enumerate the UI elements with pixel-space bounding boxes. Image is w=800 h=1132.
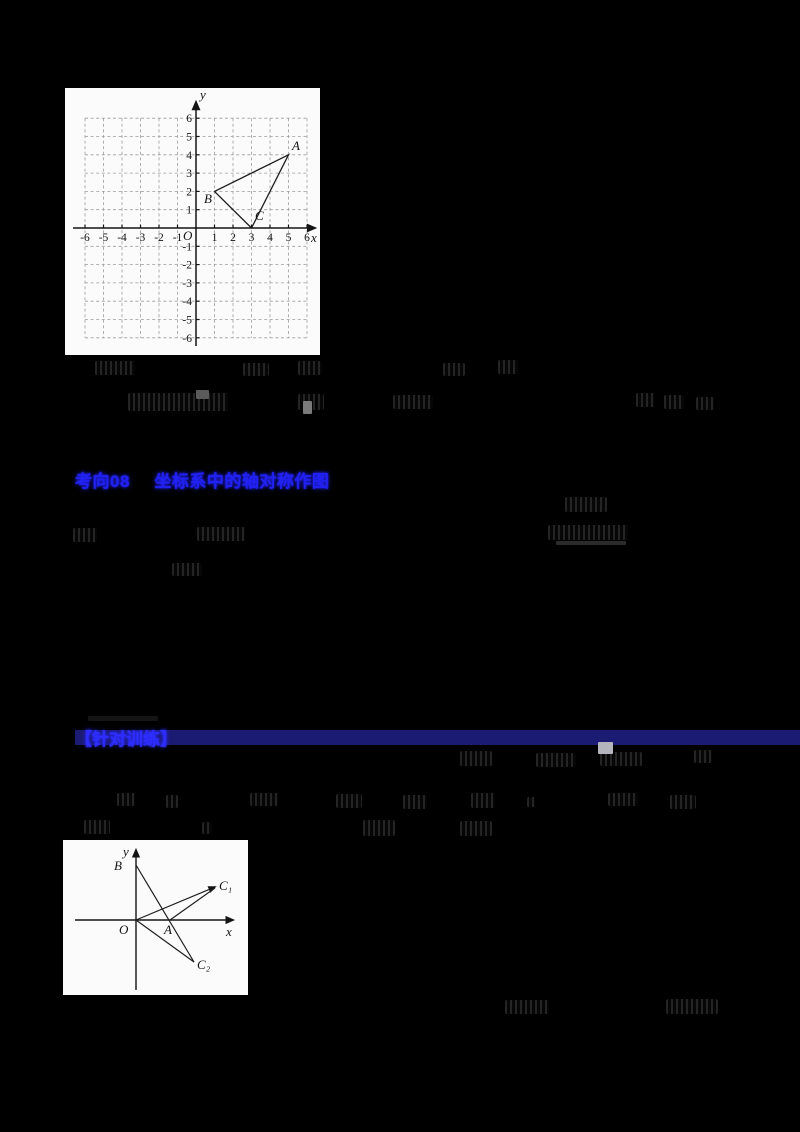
- x-tick-label: -1: [173, 232, 183, 244]
- x-tick-label: -4: [117, 232, 127, 244]
- illegible-text-fragment: [670, 795, 696, 809]
- illegible-text-fragment: [298, 361, 322, 375]
- y-tick-label: -6: [182, 333, 192, 345]
- illegible-text-fragment: [202, 822, 212, 834]
- illegible-text-fragment: [505, 1000, 549, 1014]
- illegible-text-fragment: [243, 363, 269, 376]
- illegible-text-fragment: [460, 751, 492, 766]
- y-tick-label: -4: [182, 296, 192, 308]
- illegible-text-fragment: [403, 795, 427, 809]
- origin-label: O: [183, 228, 193, 243]
- y-tick-label: 4: [186, 150, 192, 162]
- x-tick-label: 4: [267, 232, 273, 244]
- illegible-text-fragment: [460, 821, 492, 836]
- illegible-text-fragment: [166, 795, 178, 808]
- scan-speck: [196, 390, 209, 399]
- scan-speck: [88, 716, 158, 721]
- y-tick-label: -5: [182, 315, 192, 327]
- illegible-text-fragment: [250, 793, 278, 806]
- topic-heading: 考向08 坐标系中的轴对称作图: [75, 467, 329, 492]
- illegible-text-fragment: [664, 395, 684, 409]
- x-tick-label: 6: [304, 232, 310, 244]
- illegible-text-fragment: [336, 794, 362, 808]
- segment-o-c1: [135, 886, 217, 921]
- segment-b-a-c2: [135, 864, 195, 963]
- y-tick-label: -1: [182, 241, 192, 253]
- illegible-text-fragment: [694, 750, 712, 763]
- illegible-text-fragment: [600, 752, 642, 766]
- illegible-text-fragment: [696, 397, 714, 410]
- y-axis-label: y: [121, 844, 129, 859]
- segment-a-c1: [169, 887, 216, 921]
- y-tick-label: 3: [186, 168, 192, 180]
- illegible-text-fragment: [84, 820, 110, 834]
- illegible-text-fragment: [636, 393, 654, 407]
- x-tick-label: 1: [212, 232, 218, 244]
- vertex-b-label: B: [204, 191, 212, 206]
- illegible-text-fragment: [172, 563, 202, 576]
- x-tick-label: 3: [249, 232, 255, 244]
- illegible-text-fragment: [527, 797, 535, 807]
- x-tick-label: -2: [154, 232, 164, 244]
- point-b-label: B: [114, 858, 122, 873]
- topic-title: 坐标系中的轴对称作图: [154, 472, 330, 491]
- vertex-a-label: A: [291, 138, 300, 153]
- illegible-text-fragment: [95, 361, 135, 375]
- triangle-abc: [213, 153, 290, 230]
- y-tick-label: -3: [182, 278, 192, 290]
- scan-speck: [303, 401, 312, 414]
- x-tick-label: 5: [286, 232, 292, 244]
- figure-coordinate-grid: -6 -5 -4 -3 -2 -1 1 2 3 4 5 6 6 5 4 3 2 1 -1 -2 -3 -4 -5 -6 x y…: [65, 87, 320, 355]
- topic-number: 考向08: [75, 472, 130, 491]
- y-tick-label: -2: [182, 260, 192, 272]
- illegible-text-fragment: [197, 527, 245, 541]
- illegible-text-fragment: [536, 753, 576, 767]
- x-tick-label: -6: [80, 232, 90, 244]
- illegible-text-fragment: [128, 393, 228, 411]
- point-a-label: A: [163, 922, 172, 937]
- illegible-text-fragment: [608, 793, 638, 806]
- illegible-text-fragment: [471, 793, 495, 808]
- x-axis-label: x: [310, 230, 317, 245]
- x-tick-label: 2: [230, 232, 236, 244]
- axis-ticks: [84, 117, 308, 339]
- illegible-text-fragment: [363, 820, 395, 836]
- x-axis-label: x: [225, 924, 232, 939]
- illegible-text-fragment: [73, 528, 97, 542]
- segment-o-c2: [135, 919, 195, 963]
- illegible-text-fragment: [393, 395, 433, 409]
- origin-label: O: [119, 922, 129, 937]
- practice-section-label: 【针对训练】: [75, 730, 177, 749]
- point-c1-label: C₁: [219, 878, 232, 893]
- y-axis-label: y: [198, 88, 206, 102]
- point-c2-label: C₂: [197, 957, 211, 972]
- x-tick-label: -5: [99, 232, 109, 244]
- y-tick-label: 2: [186, 186, 192, 198]
- illegible-text-fragment: [565, 497, 607, 512]
- illegible-text-fragment: [498, 360, 518, 374]
- figure-symmetry-points: y x O B A C₁ C₂: [63, 840, 248, 995]
- practice-section-bar: [75, 730, 800, 745]
- illegible-text-fragment: [666, 999, 718, 1014]
- scan-speck: [556, 541, 626, 545]
- illegible-text-fragment: [117, 793, 135, 806]
- symmetry-plot: y x O B A C₁ C₂: [75, 844, 236, 990]
- illegible-text-fragment: [548, 525, 628, 540]
- y-tick-label: 6: [186, 113, 192, 125]
- scan-speck: [598, 742, 613, 754]
- y-tick-label: 1: [186, 205, 192, 217]
- illegible-text-fragment: [443, 363, 465, 376]
- x-tick-label: -3: [136, 232, 146, 244]
- y-tick-label: 5: [186, 132, 192, 144]
- vertex-c-label: C: [255, 208, 264, 223]
